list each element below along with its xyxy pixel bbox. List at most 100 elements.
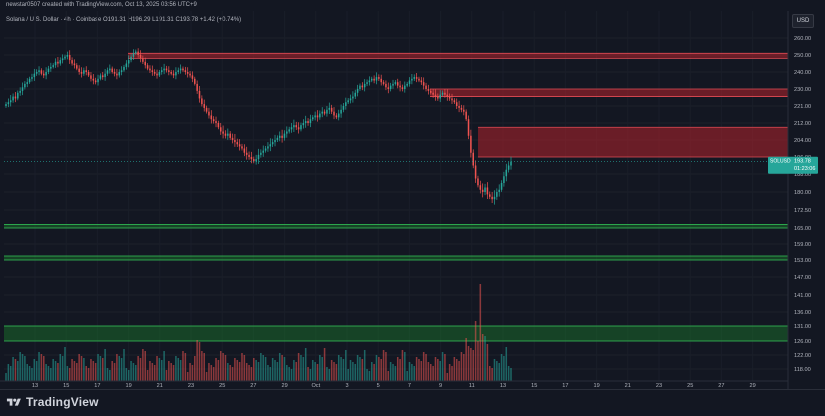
volume-bar <box>76 363 78 381</box>
candle-body <box>94 80 97 83</box>
price-chart[interactable]: Solana / U.S. Dollar · 4h · Coinbase O19… <box>0 0 825 390</box>
candle-body <box>231 137 234 140</box>
candle-body <box>330 107 333 112</box>
candle-body <box>297 127 300 130</box>
candle-body <box>52 65 54 67</box>
volume-bar <box>321 357 323 381</box>
volume-bar <box>484 336 486 381</box>
candle-body <box>335 115 338 118</box>
resistance-zone <box>430 89 788 97</box>
time-tick-label: 27 <box>718 383 724 389</box>
candle-body <box>219 127 222 132</box>
volume-bar <box>66 366 69 381</box>
volume-bar <box>116 354 118 381</box>
volume-bar <box>125 368 128 381</box>
time-tick-label: 29 <box>281 383 287 389</box>
volume-bar <box>441 352 444 381</box>
candle-body <box>198 90 201 99</box>
volume-bar <box>236 360 239 381</box>
volume-bar <box>194 356 196 381</box>
candle-body <box>68 55 71 61</box>
candle-body <box>260 152 262 155</box>
volume-bar <box>94 363 97 381</box>
volume-bar <box>205 372 208 381</box>
candle-body <box>257 154 260 160</box>
time-tick-label: 25 <box>219 383 225 389</box>
volume-bar <box>458 361 460 381</box>
volume-bar <box>248 365 250 381</box>
time-tick-label: 25 <box>687 383 693 389</box>
volume-bar <box>97 354 99 381</box>
candle-body <box>26 82 29 84</box>
volume-bar <box>420 361 423 381</box>
candle-body <box>101 75 104 78</box>
candle-body <box>9 100 12 103</box>
candle-body <box>168 70 170 72</box>
time-tick-label: 29 <box>749 383 755 389</box>
candle-body <box>276 137 279 140</box>
support-zone <box>4 224 788 228</box>
volume-bar <box>510 368 512 381</box>
volume-bar <box>106 368 109 381</box>
candle-body <box>163 68 165 71</box>
candle-body <box>210 115 213 120</box>
candle-body <box>496 192 498 197</box>
candle-body <box>460 107 463 110</box>
currency-badge[interactable]: USD <box>792 14 814 28</box>
candle-body <box>186 72 189 74</box>
volume-bar <box>408 362 411 381</box>
tradingview-logo-text: TradingView <box>26 395 99 409</box>
volume-bar <box>281 355 283 381</box>
candle-body <box>50 66 52 69</box>
volume-bar <box>68 368 71 381</box>
candle-body <box>498 189 500 192</box>
price-tick-label: 122.00 <box>794 353 811 359</box>
candle-body <box>71 60 73 64</box>
volume-bar <box>241 353 243 381</box>
candle-body <box>146 65 149 69</box>
volume-bar <box>170 363 172 381</box>
volume-bar <box>368 371 371 381</box>
candle-body <box>205 107 208 112</box>
volume-bar <box>153 365 156 381</box>
resistance-zone <box>128 53 788 59</box>
candle-body <box>441 92 444 95</box>
volume-bar <box>479 284 482 381</box>
candle-body <box>31 77 33 79</box>
candle-body <box>309 119 312 123</box>
volume-bar <box>177 358 180 381</box>
volume-bar <box>396 357 399 381</box>
candle-body <box>394 82 397 84</box>
candle-body <box>248 154 250 157</box>
price-tick-label: 172.50 <box>794 208 811 214</box>
candle-body <box>356 89 359 93</box>
candle-body <box>158 72 161 76</box>
volume-bar <box>165 370 168 381</box>
support-zone <box>4 326 788 341</box>
volume-bar <box>104 349 106 381</box>
candle-body <box>19 90 21 93</box>
candle-body <box>323 111 326 114</box>
time-tick-label: 21 <box>625 383 631 389</box>
volume-bar <box>257 362 260 381</box>
volume-bar <box>380 359 382 381</box>
volume-bar <box>302 357 305 381</box>
volume-bar <box>283 357 286 381</box>
volume-bar <box>28 366 31 381</box>
tradingview-logo-icon <box>6 398 21 406</box>
volume-bar <box>429 364 432 381</box>
candle-body <box>444 92 446 95</box>
candle-body <box>243 148 246 153</box>
volume-bar <box>286 365 288 381</box>
candle-body <box>389 85 392 89</box>
volume-bar <box>309 369 312 381</box>
volume-bar <box>80 356 83 381</box>
volume-bar <box>182 351 184 381</box>
volume-bar <box>491 368 493 381</box>
candle-body <box>184 70 187 72</box>
candle-body <box>333 111 335 116</box>
volume-bar <box>151 363 154 381</box>
candle-body <box>17 92 19 99</box>
volume-bar <box>451 366 453 381</box>
candle-body <box>354 92 357 97</box>
